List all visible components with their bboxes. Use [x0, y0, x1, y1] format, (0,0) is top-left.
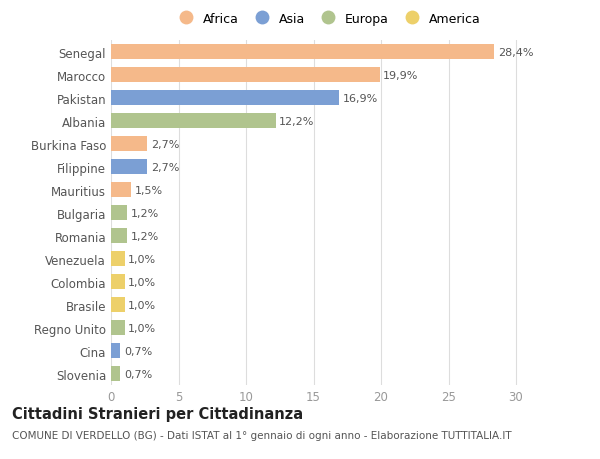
Text: 12,2%: 12,2%: [279, 117, 314, 127]
Bar: [111, 91, 339, 106]
Bar: [111, 45, 494, 60]
Text: 19,9%: 19,9%: [383, 71, 418, 81]
Text: 2,7%: 2,7%: [151, 162, 179, 173]
Text: 1,0%: 1,0%: [128, 323, 156, 333]
Bar: [111, 160, 148, 175]
Bar: [111, 68, 380, 83]
Text: 1,2%: 1,2%: [131, 208, 159, 218]
Bar: [111, 321, 125, 336]
Text: 1,0%: 1,0%: [128, 254, 156, 264]
Bar: [111, 114, 276, 129]
Bar: [111, 183, 131, 198]
Bar: [111, 252, 125, 267]
Text: 16,9%: 16,9%: [343, 94, 378, 104]
Bar: [111, 206, 127, 221]
Bar: [111, 137, 148, 152]
Text: 0,7%: 0,7%: [124, 369, 152, 379]
Text: 28,4%: 28,4%: [498, 48, 533, 58]
Text: COMUNE DI VERDELLO (BG) - Dati ISTAT al 1° gennaio di ogni anno - Elaborazione T: COMUNE DI VERDELLO (BG) - Dati ISTAT al …: [12, 431, 512, 441]
Bar: [111, 344, 121, 358]
Bar: [111, 367, 121, 381]
Bar: [111, 229, 127, 244]
Bar: [111, 275, 125, 290]
Text: 1,5%: 1,5%: [134, 185, 163, 196]
Text: 2,7%: 2,7%: [151, 140, 179, 150]
Text: Cittadini Stranieri per Cittadinanza: Cittadini Stranieri per Cittadinanza: [12, 406, 303, 421]
Text: 1,0%: 1,0%: [128, 300, 156, 310]
Bar: [111, 298, 125, 313]
Legend: Africa, Asia, Europa, America: Africa, Asia, Europa, America: [170, 10, 484, 28]
Text: 1,2%: 1,2%: [131, 231, 159, 241]
Text: 0,7%: 0,7%: [124, 346, 152, 356]
Text: 1,0%: 1,0%: [128, 277, 156, 287]
